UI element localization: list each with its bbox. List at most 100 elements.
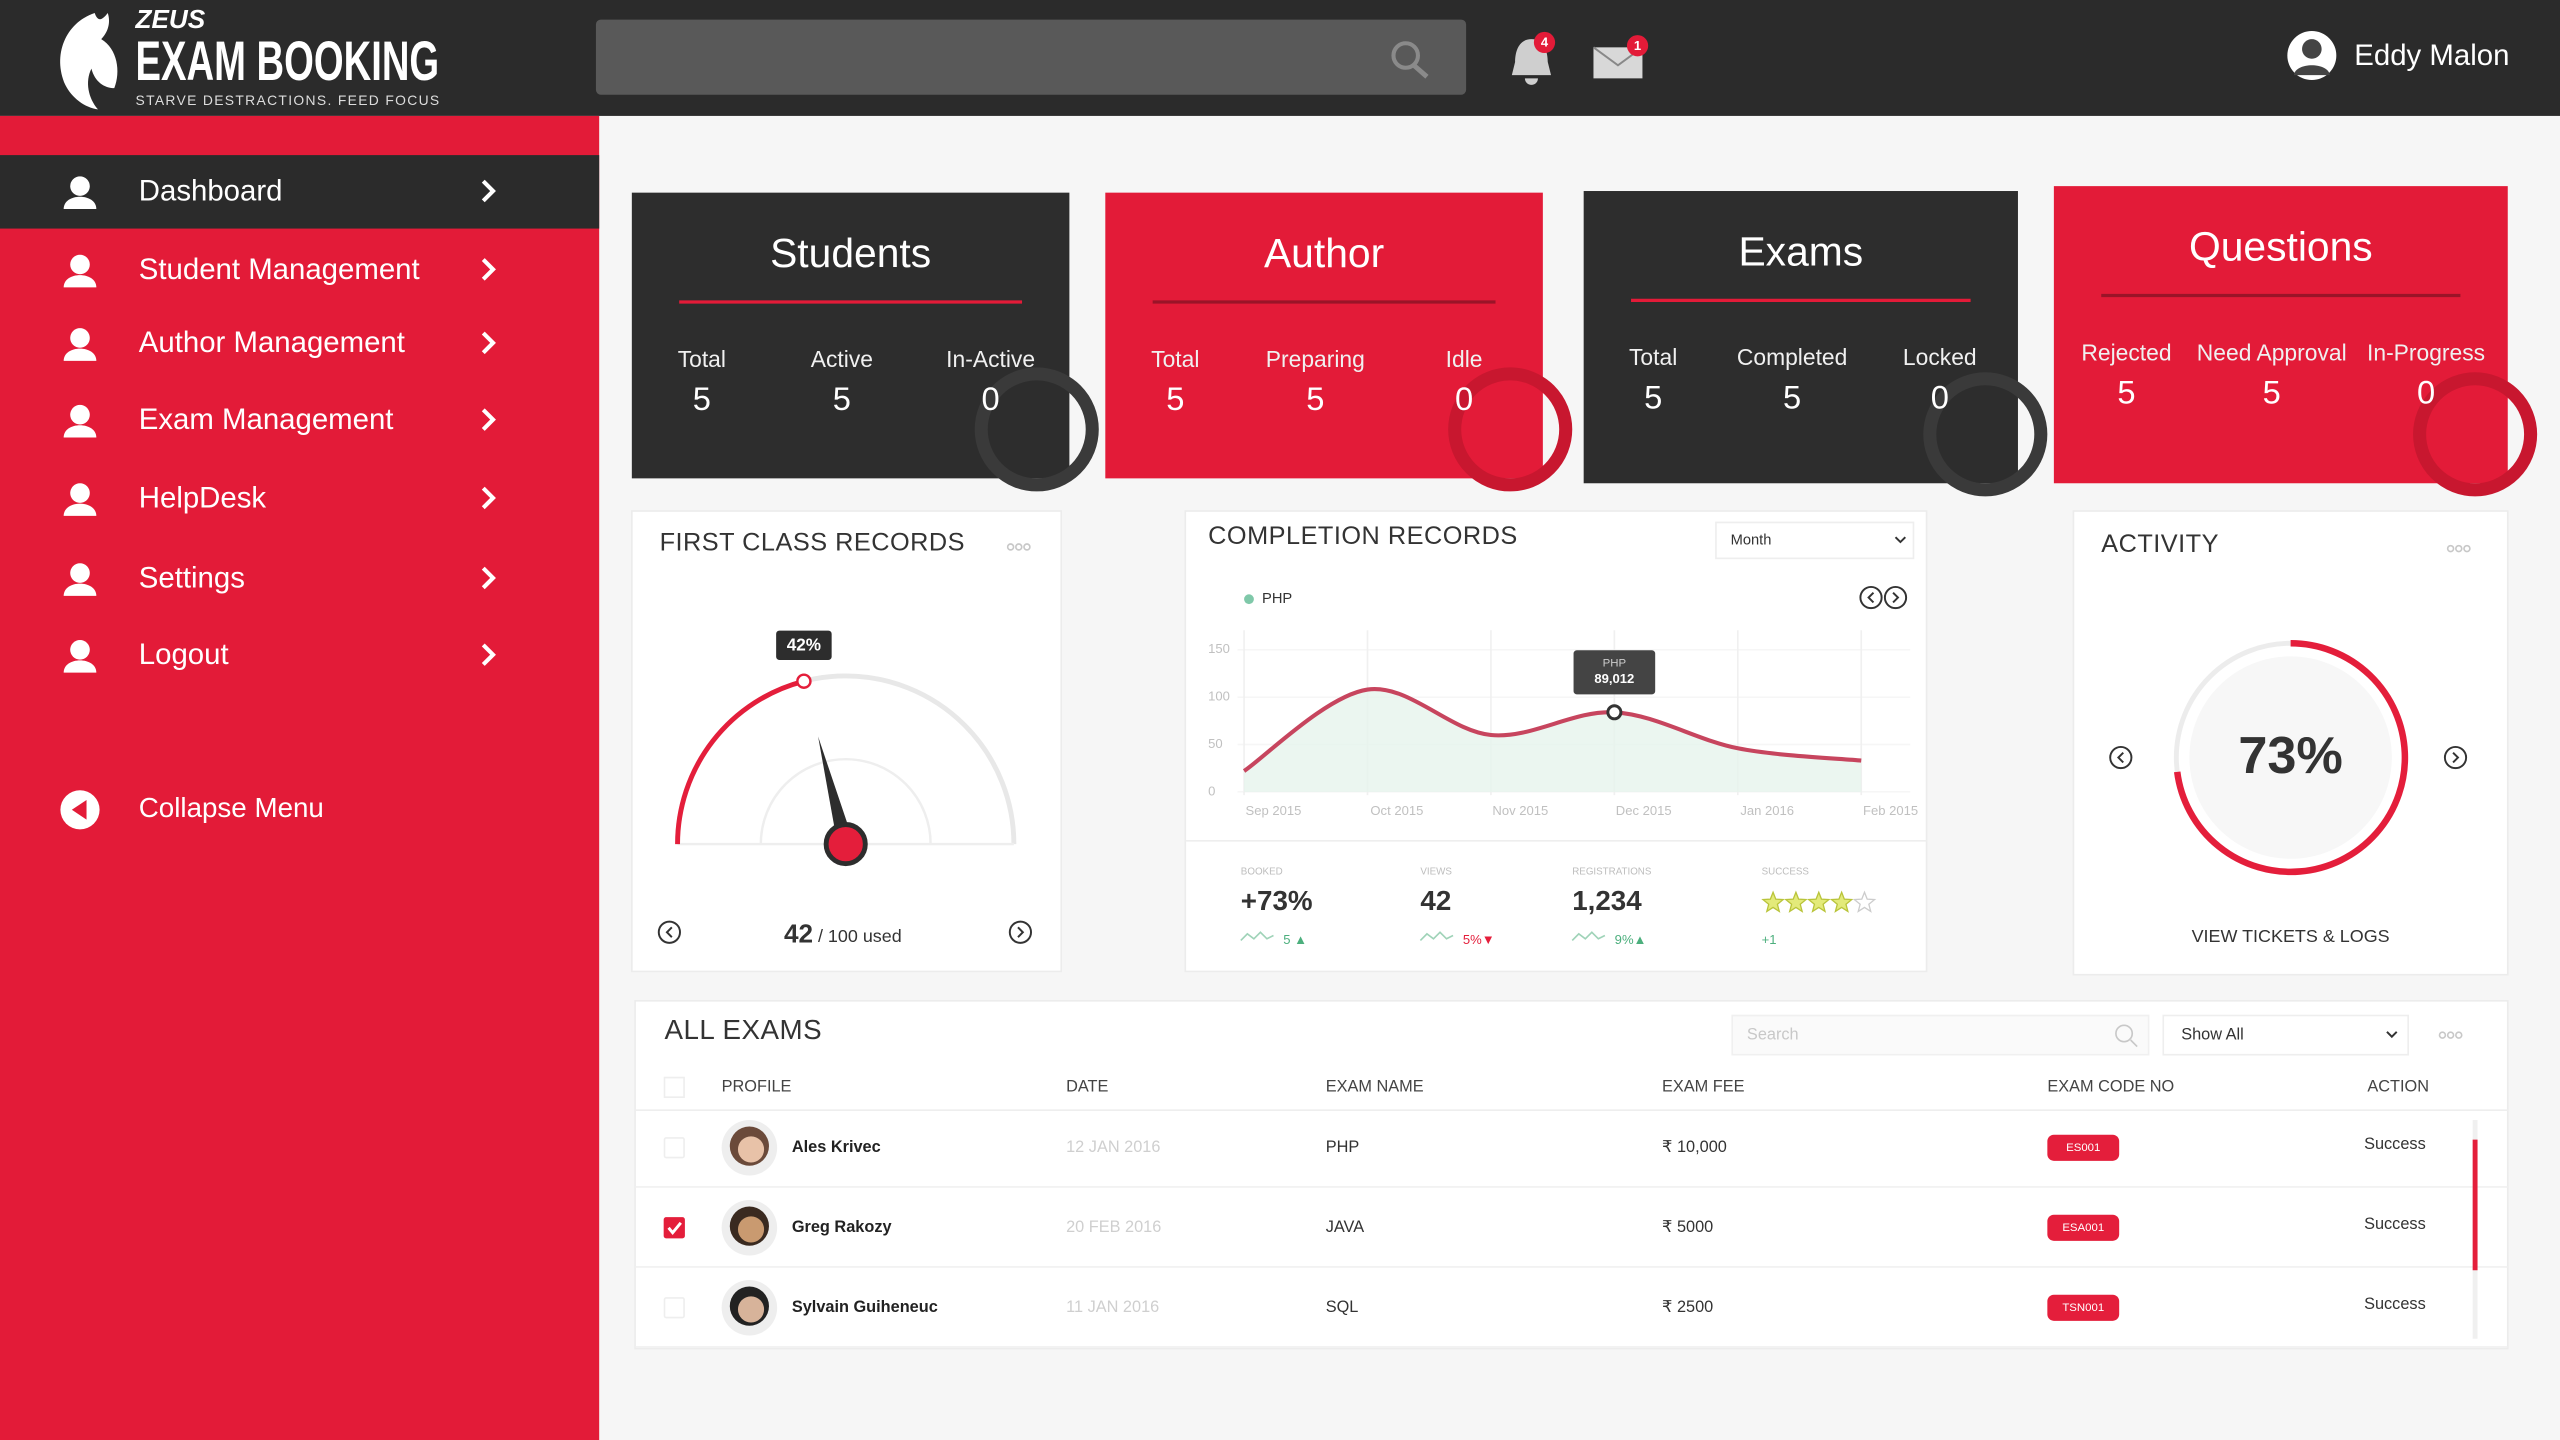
menu-item[interactable]: HelpDesk [139,481,267,514]
table-search-icon-handle [2130,1039,2138,1048]
x-tick-label: Sep 2015 [1246,803,1302,818]
stat-card [2053,186,2508,484]
row-date: 20 FEB 2016 [1066,1218,1161,1236]
stat-label: BOOKED [1241,866,1283,877]
table-search[interactable] [1731,1014,2150,1056]
select-chevron [1894,536,1906,544]
activity-link[interactable]: VIEW TICKETS & LOGS [2192,926,2390,946]
menu-icon [70,640,90,660]
menu-active [0,155,600,229]
column-header: EXAM CODE NO [2047,1078,2174,1096]
nav-button[interactable] [2443,745,2468,770]
metric-value: 5 [2263,374,2281,411]
x-tick-label: Feb 2015 [1863,803,1918,818]
message-count: 1 [1634,38,1641,53]
menu-icon [70,404,90,425]
highlight-point [1606,704,1623,721]
panel-title: ACTIVITY [2101,530,2219,558]
menu-item[interactable]: Author Management [139,326,405,359]
nav-button[interactable] [657,920,681,944]
row-action[interactable]: Success [2364,1295,2426,1313]
gauge-hub [823,822,868,867]
more-dot[interactable] [1006,543,1015,551]
activity-arc [2173,640,2409,876]
metric-label: Active [811,346,873,372]
notification-count: 4 [1541,35,1549,50]
more-dot[interactable] [1023,543,1031,551]
row-fee: ₹ 5000 [1662,1218,1713,1236]
column-header: EXAM FEE [1662,1078,1745,1096]
filter-select[interactable] [2162,1014,2409,1056]
menu-icon-base [63,275,97,288]
more-dot[interactable] [2446,1031,2455,1039]
row-name: Sylvain Guiheneuc [792,1298,938,1316]
row-checkbox[interactable] [663,1297,685,1319]
gauge-label: 42% [787,635,821,655]
more-dot[interactable] [2455,544,2463,553]
more-dot[interactable] [2455,1031,2463,1039]
gauge-arc [675,678,805,845]
menu-chevron [481,179,496,203]
column-header: EXAM NAME [1326,1078,1424,1096]
collapse-menu[interactable]: Collapse Menu [139,792,324,823]
row-code: ESA001 [2062,1222,2104,1234]
more-dot[interactable] [2446,544,2455,553]
nav-button[interactable] [1859,585,1883,610]
menu-item[interactable]: Student Management [139,253,420,286]
stat-value: +73% [1241,885,1313,916]
menu-icon-base [63,196,97,209]
gauge-marker [796,673,812,689]
rating-star [1806,890,1831,913]
nav-button[interactable] [1008,920,1032,944]
nav-arrow [2452,751,2460,764]
search-icon [1391,41,1420,70]
notification-badge [1533,31,1556,54]
stat-label: SUCCESS [1762,866,1810,877]
more-dot[interactable] [2438,1031,2447,1039]
avatar-face [737,1216,765,1243]
menu-item[interactable]: Exam Management [139,403,394,436]
menu-icon-base [63,660,97,673]
metric-value: 5 [693,380,711,417]
nav-button[interactable] [2109,745,2133,770]
menu-item[interactable]: Settings [139,561,245,594]
menu-item[interactable]: Logout [139,638,229,671]
row-action[interactable]: Success [2364,1215,2426,1233]
row-checkbox[interactable] [663,1217,685,1239]
tooltip-name: PHP [1603,657,1626,669]
more-dot[interactable] [2463,544,2471,553]
stat-value: 42 [1420,885,1451,916]
metric-value: 0 [2417,374,2435,411]
row-action[interactable]: Success [2364,1135,2426,1153]
menu-chevron [481,566,496,590]
nav-arrow [1867,591,1875,604]
metric-label: Completed [1737,344,1847,370]
tagline: STARVE DESTRACTIONS. FEED FOCUS [136,92,440,108]
nav-button[interactable] [1883,585,1908,610]
checkbox[interactable] [663,1076,685,1098]
stat-value: 1,234 [1572,885,1642,916]
menu-icon [70,563,90,583]
column-header: PROFILE [722,1078,792,1096]
rating-star [1852,890,1877,913]
y-tick-label: 150 [1208,641,1230,656]
brand: ZEUS [135,4,206,34]
user-avatar-head [2302,39,2322,59]
card-watermark [1448,367,1573,492]
search-placeholder: Search [1747,1025,1799,1043]
user-name[interactable]: Eddy Malon [2354,39,2509,72]
row-checkbox[interactable] [663,1137,685,1159]
column-header: DATE [1066,1078,1108,1096]
panel [631,510,1063,973]
more-dot[interactable] [1015,543,1023,551]
period-value: Month [1731,532,1772,548]
row-fee: ₹ 10,000 [1662,1138,1727,1156]
avatar-face [737,1296,765,1323]
menu-chevron [481,643,496,666]
search-bar[interactable] [595,19,1467,95]
menu-item[interactable]: Dashboard [139,174,283,207]
gauge-needle [818,736,854,847]
y-tick-label: 50 [1208,736,1223,751]
period-select[interactable] [1715,521,1915,560]
